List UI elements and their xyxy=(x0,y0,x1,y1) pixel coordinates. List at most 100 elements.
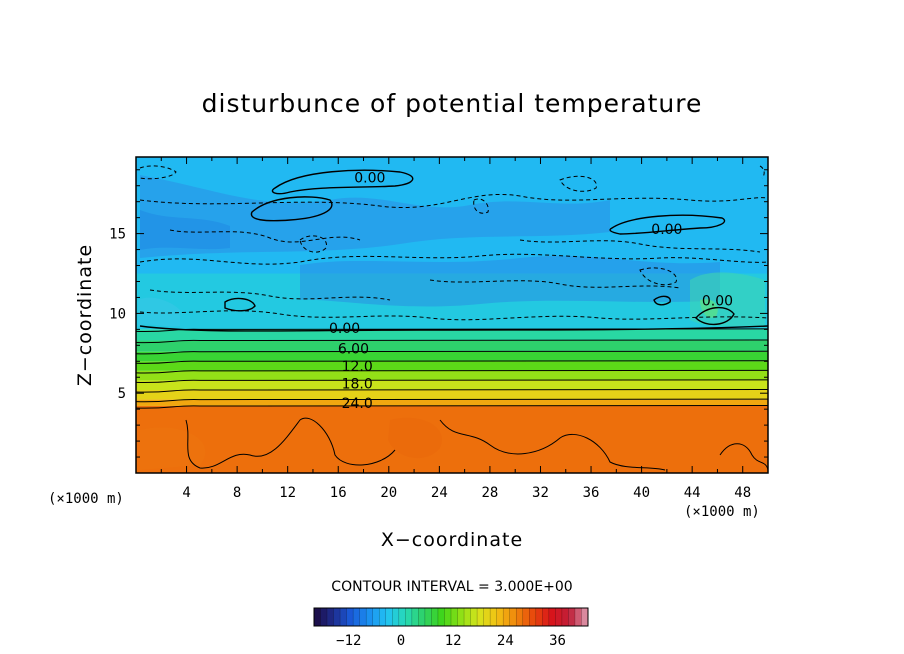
contour-line xyxy=(136,405,768,409)
contour-line xyxy=(136,350,768,355)
contour-line-dashed xyxy=(473,198,489,214)
colorbar-cell xyxy=(522,608,530,626)
x-tick-label: 28 xyxy=(481,485,498,501)
contour-label: 6.00 xyxy=(338,342,369,358)
x-axis-label: X−coordinate xyxy=(381,529,523,551)
colorbar-cell xyxy=(548,608,556,626)
contour-line xyxy=(136,360,768,364)
colorbar-cell xyxy=(418,608,426,626)
x-tick-label: 32 xyxy=(532,485,549,501)
field-band xyxy=(136,405,768,473)
field-band xyxy=(136,380,768,391)
contour-line-dashed xyxy=(639,267,677,286)
colorbar-cell xyxy=(490,608,497,626)
contour-line xyxy=(250,196,333,222)
y-tick-label: 15 xyxy=(109,227,126,243)
plot-frame xyxy=(135,156,769,474)
x-tick-label: 8 xyxy=(233,485,241,501)
colorbar-cell xyxy=(477,608,484,626)
y-axis-unit: (×1000 m) xyxy=(48,491,124,507)
y-tick-label: 5 xyxy=(118,386,126,402)
x-tick-label: 44 xyxy=(684,485,701,501)
colorbar-cell xyxy=(555,608,563,626)
colorbar-tick-label: 12 xyxy=(445,633,462,649)
contour-line-dashed xyxy=(559,175,597,192)
field-band xyxy=(136,390,768,400)
colorbar-tick-label: 36 xyxy=(549,633,566,649)
contour-line xyxy=(139,325,768,332)
field-band xyxy=(136,361,768,371)
contour-line-dashed xyxy=(299,235,327,253)
colorbar-cell xyxy=(568,608,576,626)
colorbar-cell xyxy=(529,608,537,626)
colorbar-cell xyxy=(346,608,354,626)
contour-line xyxy=(695,307,735,325)
colorbar-cell xyxy=(424,608,432,626)
x-tick-label: 48 xyxy=(734,485,751,501)
colorbar-cell xyxy=(542,608,550,626)
colorbar-cell xyxy=(431,608,439,626)
anomaly-patch xyxy=(140,427,206,470)
x-tick-label: 12 xyxy=(279,485,296,501)
colorbar-cell xyxy=(496,608,504,626)
colorbar-cell xyxy=(405,608,413,626)
anomaly-patch xyxy=(138,297,180,327)
colorbar-tick-label: −12 xyxy=(336,633,361,649)
x-tick-label: 16 xyxy=(330,485,347,501)
colorbar-cell xyxy=(385,608,393,626)
y-axis-ticks: 5 10 15 xyxy=(109,169,768,458)
field-band xyxy=(136,351,768,362)
colorbar-cell xyxy=(314,608,321,626)
contour-line xyxy=(224,297,256,312)
anomaly-patch xyxy=(140,175,610,258)
contour-line xyxy=(136,398,768,403)
colorbar-cell xyxy=(509,608,517,626)
contour-line xyxy=(136,339,768,344)
colorbar-cell xyxy=(464,608,471,626)
contour-label: 12.0 xyxy=(342,359,373,375)
contour-label: 24.0 xyxy=(342,396,373,412)
contour-line-dashed xyxy=(519,239,761,253)
colorbar-cell xyxy=(379,608,387,626)
contour-line xyxy=(439,419,666,471)
colorbar-cell xyxy=(444,608,452,626)
contour-line-dashed xyxy=(139,165,177,180)
y-axis-label: Z−coordinate xyxy=(74,244,96,386)
contour-line-dashed xyxy=(139,253,768,265)
colorbar-cell xyxy=(372,608,380,626)
x-tick-label: 40 xyxy=(633,485,650,501)
colorbar-cell xyxy=(333,608,341,626)
colorbar-tick-label: 24 xyxy=(497,633,514,649)
x-tick-label: 4 xyxy=(182,485,190,501)
colorbar-tick-label: 0 xyxy=(397,633,405,649)
field-band xyxy=(136,273,768,330)
contour-line-dashed xyxy=(139,310,768,321)
colorbar-cell xyxy=(574,608,582,626)
field-band xyxy=(136,329,768,341)
contour-line xyxy=(136,389,768,393)
contour-line-dashed xyxy=(759,165,765,179)
chart-title: disturbunce of potential temperature xyxy=(202,89,703,118)
contour-line xyxy=(136,379,768,384)
colorbar-cell xyxy=(503,608,511,626)
contour-line xyxy=(719,443,768,471)
colorbar-cell xyxy=(470,608,478,626)
colorbar: −12 0 12 24 36 xyxy=(313,607,589,649)
field-band xyxy=(136,399,768,406)
y-tick-label: 10 xyxy=(109,306,126,322)
contour-label: 18.0 xyxy=(342,377,373,393)
colorbar-cell xyxy=(581,608,589,626)
field-band xyxy=(136,370,768,381)
x-tick-label: 36 xyxy=(583,485,600,501)
contour-interval-text: CONTOUR INTERVAL = 3.000E+00 xyxy=(331,579,572,595)
colorbar-cell xyxy=(392,608,400,626)
contour-line-dashed xyxy=(429,279,681,289)
contour-lines xyxy=(136,165,768,471)
contour-line-dashed xyxy=(149,289,391,301)
contour-line-dashed xyxy=(169,229,361,243)
colorbar-cell xyxy=(561,608,569,626)
colorbar-frame xyxy=(313,607,589,627)
colorbar-cell xyxy=(457,608,465,626)
